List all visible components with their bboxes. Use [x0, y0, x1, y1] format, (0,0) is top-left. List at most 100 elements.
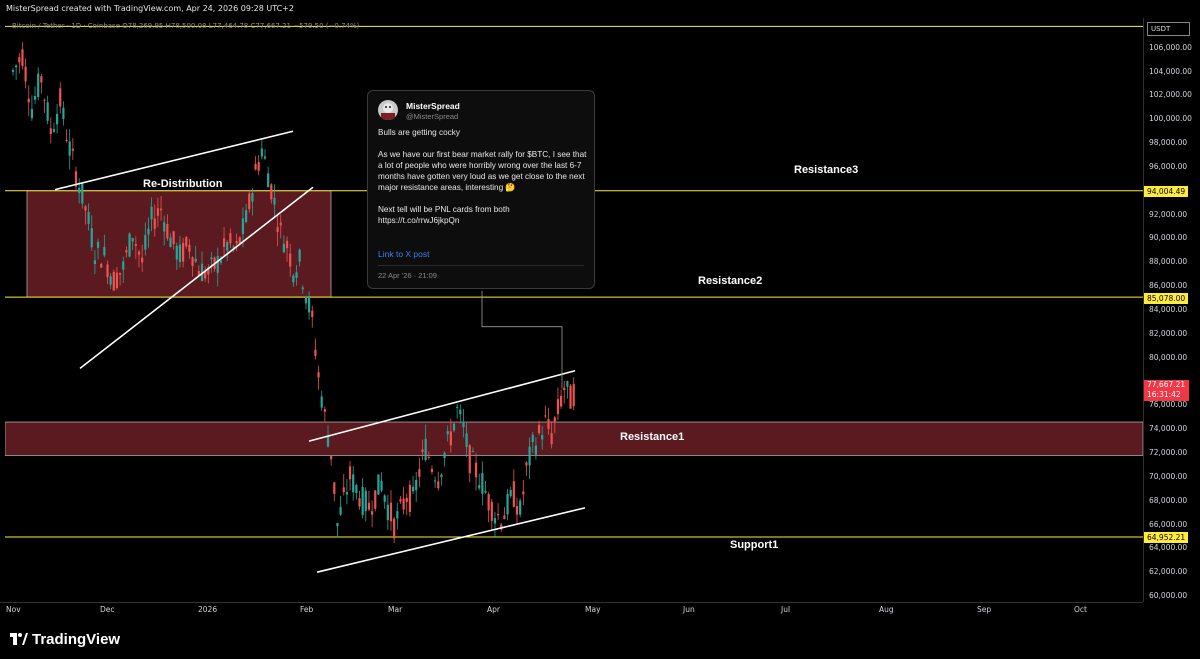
candle-body — [405, 497, 408, 502]
candle-body — [226, 242, 229, 251]
ohlc-values: O78,269.95 H78,500.08 L77,464.78 C77,667… — [122, 22, 360, 30]
candle-body — [276, 227, 279, 232]
price-tick: 64,000.00 — [1149, 543, 1188, 553]
time-axis[interactable] — [0, 602, 1143, 623]
candle-body — [519, 500, 522, 515]
tweet-card[interactable]: MisterSpread @MisterSpread Bulls are get… — [367, 90, 595, 289]
candle-body — [232, 246, 235, 248]
candle-body — [219, 260, 222, 263]
price-tick: 106,000.00 — [1149, 42, 1192, 52]
price-tick: 70,000.00 — [1149, 471, 1188, 481]
candle-body — [235, 241, 238, 244]
candle-body — [497, 514, 500, 516]
tweet-connector — [481, 290, 563, 389]
candle-body — [371, 511, 374, 515]
candle-body — [364, 490, 367, 512]
time-tick: Dec — [100, 605, 115, 614]
candle-body — [285, 240, 289, 249]
candle-body — [24, 66, 27, 82]
tweet-author-name: MisterSpread — [406, 101, 460, 111]
candle-body — [377, 474, 380, 495]
candle-body — [11, 69, 15, 72]
candle-body — [342, 487, 345, 493]
candle-body — [172, 231, 175, 245]
tweet-date: 22 Apr '26 · 21:09 — [378, 271, 437, 280]
tweet-body: Bulls are getting cocky As we have our f… — [378, 128, 587, 225]
candle-body — [503, 515, 506, 520]
resistance1-label: Resistance1 — [620, 431, 685, 443]
price-tick: 96,000.00 — [1149, 161, 1188, 171]
candle-body — [263, 156, 267, 159]
candle-body — [65, 139, 68, 141]
candle-body — [386, 504, 389, 521]
price-tick: 72,000.00 — [1149, 448, 1188, 458]
candle-body — [326, 436, 330, 447]
candle-body — [459, 409, 462, 415]
candle-body — [358, 498, 361, 507]
price-tick: 84,000.00 — [1149, 305, 1188, 314]
candle-body — [134, 244, 137, 246]
tradingview-logo: TradingView — [10, 631, 120, 648]
candle-body — [90, 228, 93, 248]
candle-body — [345, 492, 348, 495]
candle-body — [49, 128, 52, 135]
candle-body — [393, 518, 396, 539]
symbol-ohlc: Bitcoin / Tether · 1D · Coinbase O78,269… — [12, 22, 359, 30]
candle-body — [178, 244, 182, 262]
candle-body — [40, 76, 43, 83]
candle-body — [43, 99, 46, 101]
price-tick: 102,000.00 — [1149, 90, 1192, 100]
price-tick: 86,000.00 — [1149, 281, 1188, 291]
candle-body — [166, 224, 169, 239]
time-tick: Oct — [1074, 605, 1087, 614]
candle-body — [267, 173, 270, 188]
candle-body — [241, 218, 245, 235]
currency-selector[interactable]: USDT — [1147, 22, 1190, 36]
symbol-label: Bitcoin / Tether · 1D · Coinbase — [12, 22, 121, 30]
candle-body — [56, 113, 59, 125]
trendline-1 — [79, 186, 314, 370]
candle-body — [251, 193, 254, 202]
candle-body — [292, 275, 295, 283]
candle-body — [465, 433, 468, 448]
price-axis[interactable] — [1143, 18, 1200, 602]
time-tick: Aug — [879, 605, 894, 614]
candle-body — [446, 431, 449, 435]
candle-body — [27, 98, 30, 103]
candle-body — [21, 49, 24, 66]
candle-body — [163, 222, 166, 232]
trendline-0 — [54, 130, 294, 191]
price-tick: 90,000.00 — [1149, 233, 1188, 243]
candle-body — [96, 241, 100, 248]
candle-body — [563, 387, 566, 391]
candle-body — [207, 267, 210, 275]
candle-body — [279, 222, 282, 226]
candle-body — [330, 455, 333, 460]
time-tick: Nov — [6, 605, 21, 614]
candle-body — [115, 272, 119, 289]
candle-body — [125, 250, 128, 253]
last-price-label: 77,667.21 16:31:42 — [1144, 380, 1189, 401]
price-chart[interactable] — [4, 18, 1144, 602]
price-tick: 88,000.00 — [1149, 257, 1188, 267]
resistance3-price-label: 94,004.49 — [1144, 186, 1189, 197]
time-tick: Feb — [300, 605, 314, 614]
link-to-x-post[interactable]: Link to X post — [378, 249, 430, 259]
candle-body — [33, 96, 37, 100]
candle-body — [68, 141, 71, 156]
candle-body — [531, 434, 534, 443]
candle-body — [452, 423, 456, 431]
candle-body — [122, 261, 125, 270]
time-tick: May — [585, 605, 601, 614]
candle-body — [361, 487, 364, 515]
time-tick: 2026 — [198, 605, 218, 614]
candle-body — [106, 264, 109, 278]
candle-body — [547, 418, 550, 430]
candle-body — [317, 372, 320, 378]
candle-body — [415, 479, 418, 491]
candle-body — [137, 251, 141, 255]
candle-body — [156, 208, 159, 216]
candle-body — [544, 415, 547, 417]
candle-body — [245, 210, 248, 223]
candle-body — [191, 257, 194, 266]
